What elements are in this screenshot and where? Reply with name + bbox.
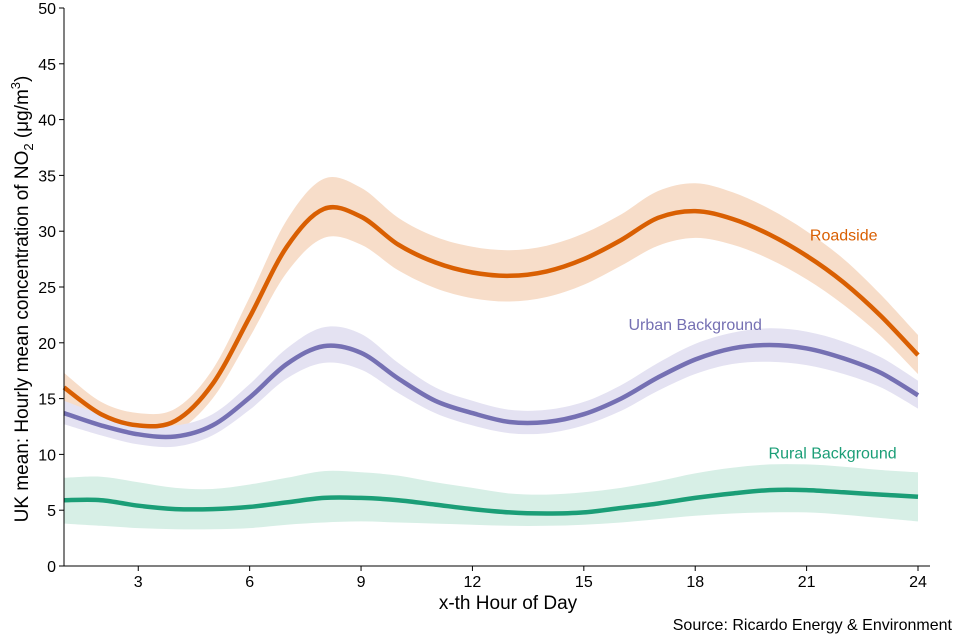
band-roadside — [64, 176, 918, 438]
source-caption: Source: Ricardo Energy & Environment — [673, 617, 953, 634]
y-tick-label: 25 — [38, 280, 56, 297]
y-tick-label: 20 — [38, 336, 56, 353]
x-axis-title: x-th Hour of Day — [439, 593, 578, 614]
x-tick-label: 12 — [464, 574, 482, 591]
series-lines — [62, 204, 920, 516]
label-urban-background: Urban Background — [629, 317, 762, 334]
x-tick-label: 6 — [245, 574, 254, 591]
label-rural-background: Rural Background — [769, 445, 897, 462]
line-roadside — [62, 204, 920, 429]
y-tick-label: 45 — [38, 57, 56, 74]
confidence-bands — [64, 176, 918, 530]
x-tick-label: 15 — [575, 574, 593, 591]
y-tick-label: 10 — [38, 447, 56, 464]
y-tick-label: 5 — [47, 503, 56, 520]
x-axis-ticks: 3 6 9 12 15 18 21 24 — [134, 566, 927, 591]
y-axis-title: UK mean: Hourly mean concentration of NO… — [8, 76, 36, 523]
y-tick-label: 15 — [38, 392, 56, 409]
y-tick-label: 30 — [38, 224, 56, 241]
series-labels: Roadside Urban Background Rural Background — [629, 228, 897, 463]
y-tick-label: 40 — [38, 113, 56, 130]
y-tick-label: 35 — [38, 168, 56, 185]
x-tick-label: 9 — [357, 574, 366, 591]
y-axis-ticks: 0 5 10 15 20 25 30 35 40 45 50 — [38, 1, 64, 576]
y-axis-title-superscript: 3 — [8, 82, 23, 89]
x-tick-label: 21 — [798, 574, 816, 591]
y-tick-label: 0 — [47, 559, 56, 576]
x-tick-label: 3 — [134, 574, 143, 591]
y-tick-label: 50 — [38, 1, 56, 18]
line-urban-background — [63, 342, 920, 440]
y-axis-title-subscript: 2 — [21, 143, 36, 150]
x-tick-label: 24 — [909, 574, 927, 591]
line-rural-background — [63, 487, 919, 516]
band-rural-background — [64, 464, 918, 530]
x-tick-label: 18 — [686, 574, 704, 591]
label-roadside: Roadside — [810, 228, 878, 245]
